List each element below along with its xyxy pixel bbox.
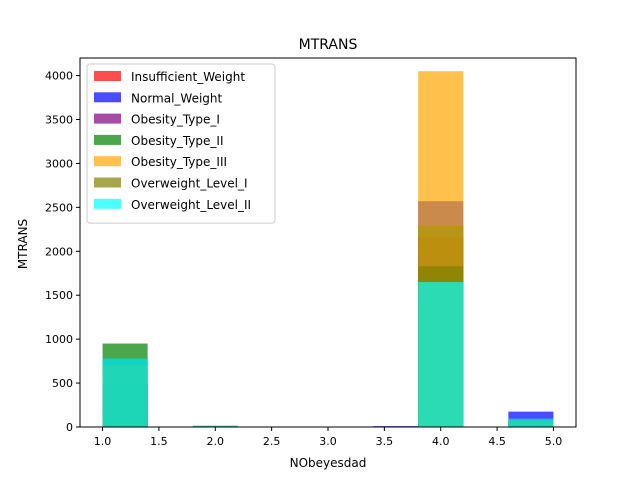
- bar-series-6-bin-9: [508, 419, 553, 427]
- y-tick-label: 4000: [45, 70, 73, 83]
- legend-label: Obesity_Type_II: [131, 134, 223, 148]
- y-tick-label: 3000: [45, 157, 73, 170]
- y-tick-label: 1500: [45, 289, 73, 302]
- y-tick-label: 3500: [45, 114, 73, 127]
- legend-swatch: [94, 178, 121, 188]
- legend-swatch: [94, 135, 121, 145]
- legend-label: Normal_Weight: [131, 91, 223, 105]
- bar-series-6-bin-7: [418, 282, 463, 427]
- legend-label: Overweight_Level_II: [131, 198, 251, 212]
- legend: Insufficient_Weight Normal_Weight Obesity_…: [87, 64, 275, 223]
- legend-swatch: [94, 92, 121, 102]
- legend-swatch: [94, 114, 121, 124]
- legend-label: Obesity_Type_I: [131, 113, 220, 127]
- legend-swatch: [94, 156, 121, 166]
- x-tick-label: 4.0: [432, 435, 450, 448]
- x-axis-label: NObeyesdad: [290, 456, 367, 470]
- x-tick-label: 1.5: [150, 435, 168, 448]
- y-tick-label: 2500: [45, 201, 73, 214]
- x-tick-label: 4.5: [488, 435, 506, 448]
- legend-label: Insufficient_Weight: [131, 70, 245, 84]
- x-tick-label: 1.0: [94, 435, 112, 448]
- bar-series-6-bin-0: [103, 358, 148, 427]
- y-tick-label: 500: [52, 377, 73, 390]
- x-tick-label: 2.0: [207, 435, 225, 448]
- x-tick-label: 5.0: [545, 435, 563, 448]
- legend-label: Overweight_Level_I: [131, 177, 248, 191]
- x-tick-label: 3.5: [376, 435, 394, 448]
- legend-swatch: [94, 71, 121, 81]
- y-tick-label: 0: [66, 421, 73, 434]
- y-tick-label: 2000: [45, 245, 73, 258]
- x-tick-label: 2.5: [263, 435, 281, 448]
- legend-swatch: [94, 199, 121, 209]
- x-tick-label: 3.0: [319, 435, 337, 448]
- chart-title: MTRANS: [299, 37, 358, 53]
- legend-label: Obesity_Type_III: [131, 155, 227, 169]
- y-axis-label: MTRANS: [16, 219, 30, 269]
- y-tick-label: 1000: [45, 333, 73, 346]
